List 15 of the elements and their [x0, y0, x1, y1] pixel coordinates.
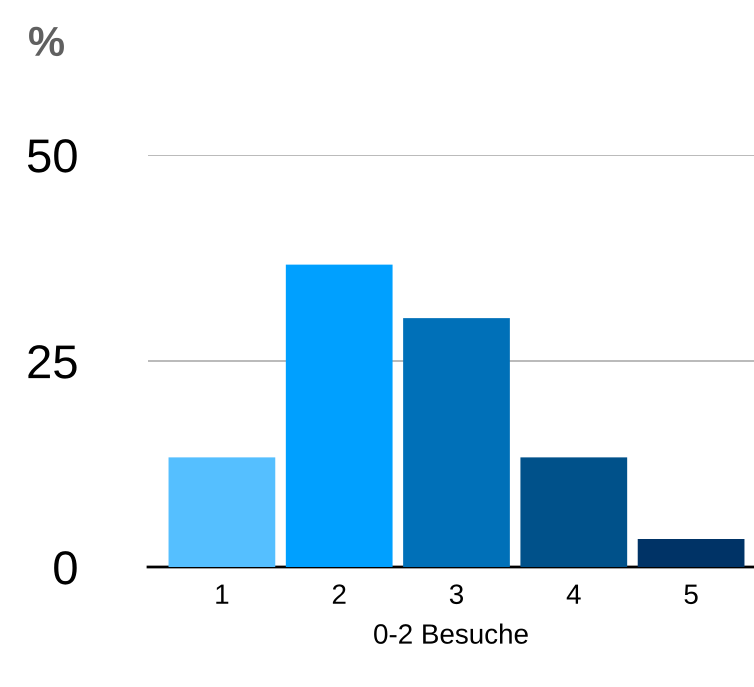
- x-axis-title: 0-2 Besuche: [374, 623, 528, 644]
- bar: [638, 538, 744, 567]
- bar: [520, 457, 628, 567]
- y-tick-label: 25: [28, 345, 77, 379]
- y-tick-label: 0: [54, 551, 77, 585]
- y-tick-label: 50: [28, 139, 77, 173]
- x-tick-label: 1: [216, 584, 228, 604]
- x-tick-label: 2: [332, 584, 346, 604]
- bar: [286, 264, 393, 567]
- x-tick-label: 3: [450, 584, 464, 604]
- bar: [168, 457, 276, 567]
- x-tick-label: 4: [566, 584, 581, 604]
- y-axis-title: %: [29, 26, 64, 56]
- bar: [403, 318, 510, 567]
- x-tick-label: 5: [684, 584, 698, 604]
